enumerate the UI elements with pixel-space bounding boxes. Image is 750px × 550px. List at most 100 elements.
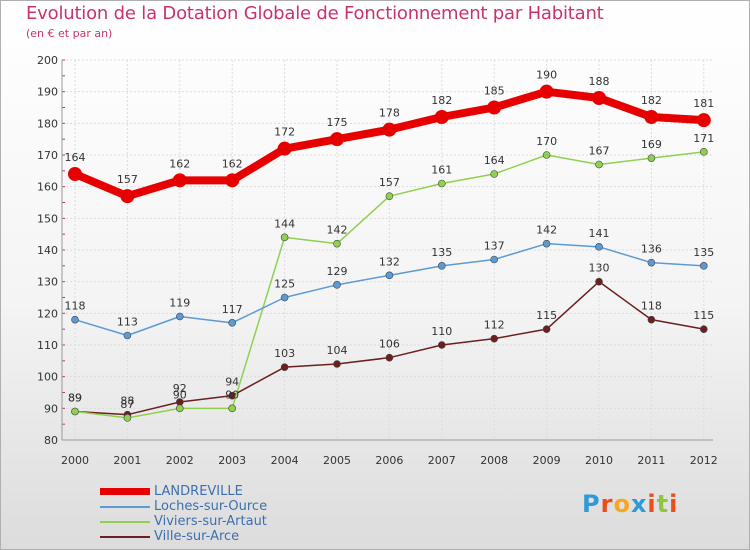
data-point bbox=[333, 239, 341, 248]
x-tick-label: 2003 bbox=[218, 454, 246, 467]
legend-label: Loches-sur-Ource bbox=[154, 499, 268, 514]
data-label: 88 bbox=[120, 395, 134, 408]
legend-item: Viviers-sur-Artaut bbox=[100, 514, 360, 529]
logo-letter: i bbox=[669, 490, 679, 518]
y-tick-label: 200 bbox=[37, 54, 58, 67]
data-point bbox=[699, 148, 708, 156]
x-tick-label: 2006 bbox=[375, 454, 403, 467]
data-point bbox=[595, 243, 603, 251]
data-label: 89 bbox=[68, 392, 82, 405]
legend-swatch bbox=[100, 536, 150, 538]
x-tick-label: 2004 bbox=[271, 454, 299, 467]
proxiti-logo: Proxiti bbox=[582, 490, 678, 518]
x-tick-label: 2008 bbox=[480, 454, 508, 467]
logo-letter: r bbox=[600, 490, 614, 518]
y-tick-label: 80 bbox=[44, 434, 58, 447]
data-point bbox=[333, 360, 341, 368]
data-point bbox=[490, 334, 499, 343]
data-point bbox=[595, 160, 603, 169]
legend-swatch bbox=[100, 521, 150, 523]
logo-letter: x bbox=[630, 490, 648, 518]
data-point bbox=[330, 132, 344, 147]
data-point bbox=[437, 262, 446, 270]
y-tick-label: 120 bbox=[37, 307, 58, 320]
data-label: 136 bbox=[641, 243, 662, 256]
data-label: 104 bbox=[327, 344, 348, 357]
data-label: 92 bbox=[173, 382, 187, 395]
y-tick-label: 170 bbox=[37, 149, 58, 162]
data-label: 162 bbox=[222, 157, 243, 170]
data-point bbox=[696, 113, 711, 128]
y-tick-label: 180 bbox=[37, 117, 58, 130]
legend-item: Loches-sur-Ource bbox=[100, 499, 360, 514]
data-label: 178 bbox=[379, 107, 400, 120]
legend-item: Ville-sur-Arce bbox=[100, 529, 360, 544]
data-label: 118 bbox=[65, 300, 86, 313]
data-label: 175 bbox=[327, 116, 348, 129]
data-label: 142 bbox=[536, 224, 557, 237]
data-label: 172 bbox=[274, 126, 295, 139]
data-point bbox=[176, 404, 184, 413]
data-label: 182 bbox=[431, 94, 452, 107]
x-tick-label: 2002 bbox=[166, 454, 194, 467]
data-label: 129 bbox=[327, 265, 348, 278]
data-label: 106 bbox=[379, 338, 400, 351]
data-label: 90 bbox=[173, 388, 187, 401]
data-label: 164 bbox=[65, 151, 86, 164]
data-point bbox=[542, 151, 551, 159]
data-point bbox=[280, 363, 289, 371]
data-point bbox=[647, 315, 656, 324]
x-tick-label: 2010 bbox=[585, 454, 613, 467]
data-point bbox=[228, 404, 236, 413]
data-point bbox=[123, 414, 132, 422]
data-label: 169 bbox=[641, 138, 662, 151]
data-label: 89 bbox=[68, 392, 82, 405]
data-point bbox=[487, 100, 502, 115]
data-point bbox=[172, 173, 187, 188]
legend-item: LANDREVILLE bbox=[100, 484, 360, 499]
data-point bbox=[228, 319, 236, 327]
data-label: 182 bbox=[641, 94, 662, 107]
logo-letter: o bbox=[613, 490, 631, 518]
y-tick-label: 90 bbox=[44, 402, 58, 415]
data-point bbox=[542, 239, 551, 248]
data-point bbox=[437, 179, 446, 188]
data-point bbox=[595, 277, 603, 286]
data-point bbox=[592, 91, 606, 105]
data-point bbox=[120, 189, 135, 204]
data-point bbox=[333, 281, 341, 289]
data-label: 112 bbox=[484, 319, 505, 332]
data-label: 115 bbox=[693, 309, 714, 322]
chart-subtitle: (en € et par an) bbox=[26, 27, 113, 40]
x-tick-label: 2005 bbox=[323, 454, 351, 467]
logo-letter: t bbox=[656, 490, 670, 518]
data-point bbox=[382, 122, 397, 137]
data-point bbox=[176, 312, 184, 321]
data-label: 141 bbox=[589, 227, 610, 240]
data-label: 164 bbox=[484, 154, 505, 167]
data-label: 167 bbox=[589, 145, 610, 158]
chart-legend: LANDREVILLE Loches-sur-Ource Viviers-sur-A… bbox=[100, 484, 360, 544]
data-point bbox=[490, 170, 499, 178]
data-label: 125 bbox=[274, 278, 295, 291]
y-tick-label: 130 bbox=[37, 276, 58, 289]
data-point bbox=[385, 353, 394, 362]
data-point bbox=[437, 341, 446, 349]
data-label: 157 bbox=[117, 173, 138, 186]
x-tick-label: 2001 bbox=[113, 454, 141, 467]
chart-title: Evolution de la Dotation Globale de Fonc… bbox=[26, 3, 604, 24]
data-point bbox=[542, 325, 551, 333]
x-tick-label: 2011 bbox=[637, 454, 665, 467]
legend-swatch bbox=[100, 506, 150, 508]
data-point bbox=[699, 325, 708, 333]
legend-label: LANDREVILLE bbox=[154, 484, 243, 499]
data-point bbox=[539, 84, 554, 99]
data-label: 113 bbox=[117, 316, 138, 329]
data-point bbox=[699, 262, 708, 270]
data-label: 94 bbox=[225, 376, 239, 389]
data-label: 135 bbox=[431, 246, 452, 259]
data-label: 103 bbox=[274, 347, 295, 360]
y-tick-label: 110 bbox=[37, 339, 58, 352]
data-label: 117 bbox=[222, 303, 243, 316]
data-point bbox=[644, 110, 659, 124]
